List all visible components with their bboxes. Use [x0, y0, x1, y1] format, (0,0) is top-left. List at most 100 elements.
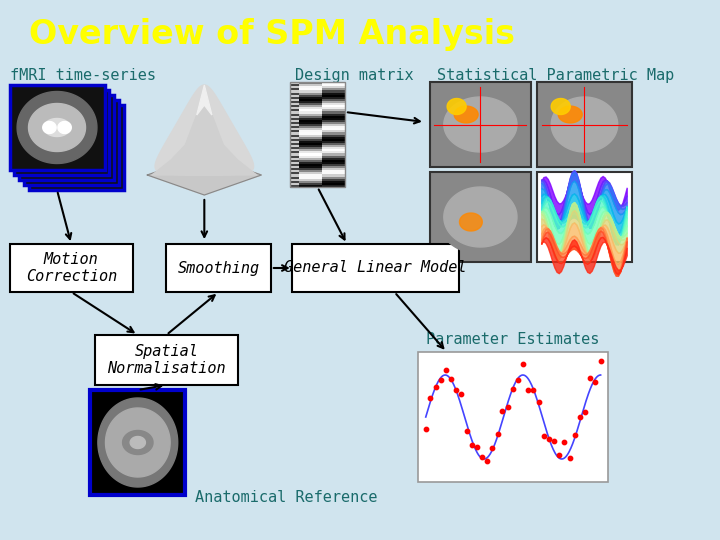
- FancyBboxPatch shape: [322, 172, 345, 175]
- FancyBboxPatch shape: [300, 185, 345, 187]
- FancyBboxPatch shape: [290, 153, 300, 156]
- FancyBboxPatch shape: [322, 137, 345, 139]
- Polygon shape: [44, 118, 71, 137]
- FancyBboxPatch shape: [322, 179, 345, 181]
- FancyBboxPatch shape: [322, 124, 345, 126]
- Point: [466, 441, 477, 449]
- FancyBboxPatch shape: [290, 183, 300, 185]
- Polygon shape: [541, 197, 627, 245]
- FancyBboxPatch shape: [9, 85, 104, 170]
- FancyBboxPatch shape: [300, 122, 345, 125]
- FancyBboxPatch shape: [290, 141, 300, 144]
- FancyBboxPatch shape: [290, 139, 300, 141]
- Point: [595, 356, 606, 365]
- FancyBboxPatch shape: [322, 84, 345, 87]
- Point: [502, 403, 513, 411]
- Polygon shape: [541, 174, 627, 215]
- Polygon shape: [152, 85, 256, 175]
- FancyBboxPatch shape: [290, 149, 300, 152]
- Polygon shape: [122, 430, 153, 455]
- FancyBboxPatch shape: [430, 172, 531, 262]
- FancyBboxPatch shape: [300, 156, 345, 158]
- Point: [569, 430, 580, 439]
- Point: [585, 374, 596, 382]
- Point: [564, 454, 575, 462]
- FancyBboxPatch shape: [300, 183, 345, 185]
- FancyBboxPatch shape: [290, 111, 300, 114]
- FancyBboxPatch shape: [322, 134, 345, 137]
- Point: [559, 438, 570, 447]
- FancyBboxPatch shape: [290, 86, 300, 89]
- FancyBboxPatch shape: [300, 109, 345, 112]
- Polygon shape: [437, 90, 523, 159]
- Polygon shape: [552, 97, 618, 152]
- FancyBboxPatch shape: [322, 181, 345, 183]
- Polygon shape: [541, 223, 627, 265]
- FancyBboxPatch shape: [290, 107, 300, 110]
- FancyBboxPatch shape: [290, 130, 300, 133]
- Polygon shape: [447, 98, 466, 114]
- FancyBboxPatch shape: [290, 185, 300, 187]
- FancyBboxPatch shape: [322, 143, 345, 145]
- FancyBboxPatch shape: [322, 94, 345, 97]
- Point: [487, 443, 498, 452]
- FancyBboxPatch shape: [322, 118, 345, 120]
- FancyBboxPatch shape: [90, 390, 185, 495]
- FancyBboxPatch shape: [300, 97, 345, 99]
- FancyBboxPatch shape: [322, 164, 345, 166]
- Text: Statistical Parametric Map: Statistical Parametric Map: [437, 68, 675, 83]
- Point: [548, 436, 559, 445]
- FancyBboxPatch shape: [290, 137, 300, 139]
- FancyBboxPatch shape: [322, 116, 345, 118]
- FancyBboxPatch shape: [300, 92, 345, 95]
- FancyBboxPatch shape: [322, 130, 345, 133]
- FancyBboxPatch shape: [300, 179, 345, 181]
- FancyBboxPatch shape: [300, 94, 345, 97]
- FancyBboxPatch shape: [290, 90, 300, 93]
- Point: [544, 434, 555, 443]
- FancyBboxPatch shape: [19, 95, 114, 180]
- FancyBboxPatch shape: [290, 166, 300, 168]
- FancyBboxPatch shape: [290, 103, 300, 106]
- FancyBboxPatch shape: [290, 118, 300, 120]
- Point: [471, 443, 482, 451]
- FancyBboxPatch shape: [322, 122, 345, 125]
- FancyBboxPatch shape: [322, 103, 345, 106]
- FancyBboxPatch shape: [322, 153, 345, 156]
- Polygon shape: [541, 227, 627, 273]
- FancyBboxPatch shape: [322, 111, 345, 114]
- Point: [476, 453, 487, 462]
- FancyBboxPatch shape: [322, 89, 345, 91]
- FancyBboxPatch shape: [322, 82, 345, 85]
- Polygon shape: [541, 181, 627, 228]
- Polygon shape: [444, 187, 517, 247]
- Polygon shape: [558, 106, 582, 123]
- FancyBboxPatch shape: [290, 177, 300, 179]
- FancyBboxPatch shape: [322, 168, 345, 171]
- Point: [528, 386, 539, 395]
- Polygon shape: [541, 171, 627, 229]
- FancyBboxPatch shape: [290, 168, 300, 171]
- FancyBboxPatch shape: [290, 97, 300, 99]
- FancyBboxPatch shape: [300, 132, 345, 135]
- FancyBboxPatch shape: [322, 132, 345, 135]
- FancyBboxPatch shape: [322, 177, 345, 179]
- FancyBboxPatch shape: [300, 90, 345, 93]
- FancyBboxPatch shape: [300, 172, 345, 175]
- FancyBboxPatch shape: [290, 122, 300, 125]
- FancyBboxPatch shape: [290, 156, 300, 158]
- FancyBboxPatch shape: [300, 160, 345, 163]
- Polygon shape: [541, 194, 627, 235]
- Polygon shape: [148, 155, 261, 195]
- Point: [441, 365, 452, 374]
- FancyBboxPatch shape: [290, 82, 300, 85]
- Point: [456, 390, 467, 399]
- FancyBboxPatch shape: [322, 113, 345, 116]
- Text: Motion
Correction: Motion Correction: [26, 252, 117, 284]
- Polygon shape: [42, 122, 56, 133]
- FancyBboxPatch shape: [290, 164, 300, 166]
- FancyBboxPatch shape: [290, 116, 300, 118]
- FancyBboxPatch shape: [322, 183, 345, 185]
- FancyBboxPatch shape: [322, 156, 345, 158]
- FancyBboxPatch shape: [322, 86, 345, 89]
